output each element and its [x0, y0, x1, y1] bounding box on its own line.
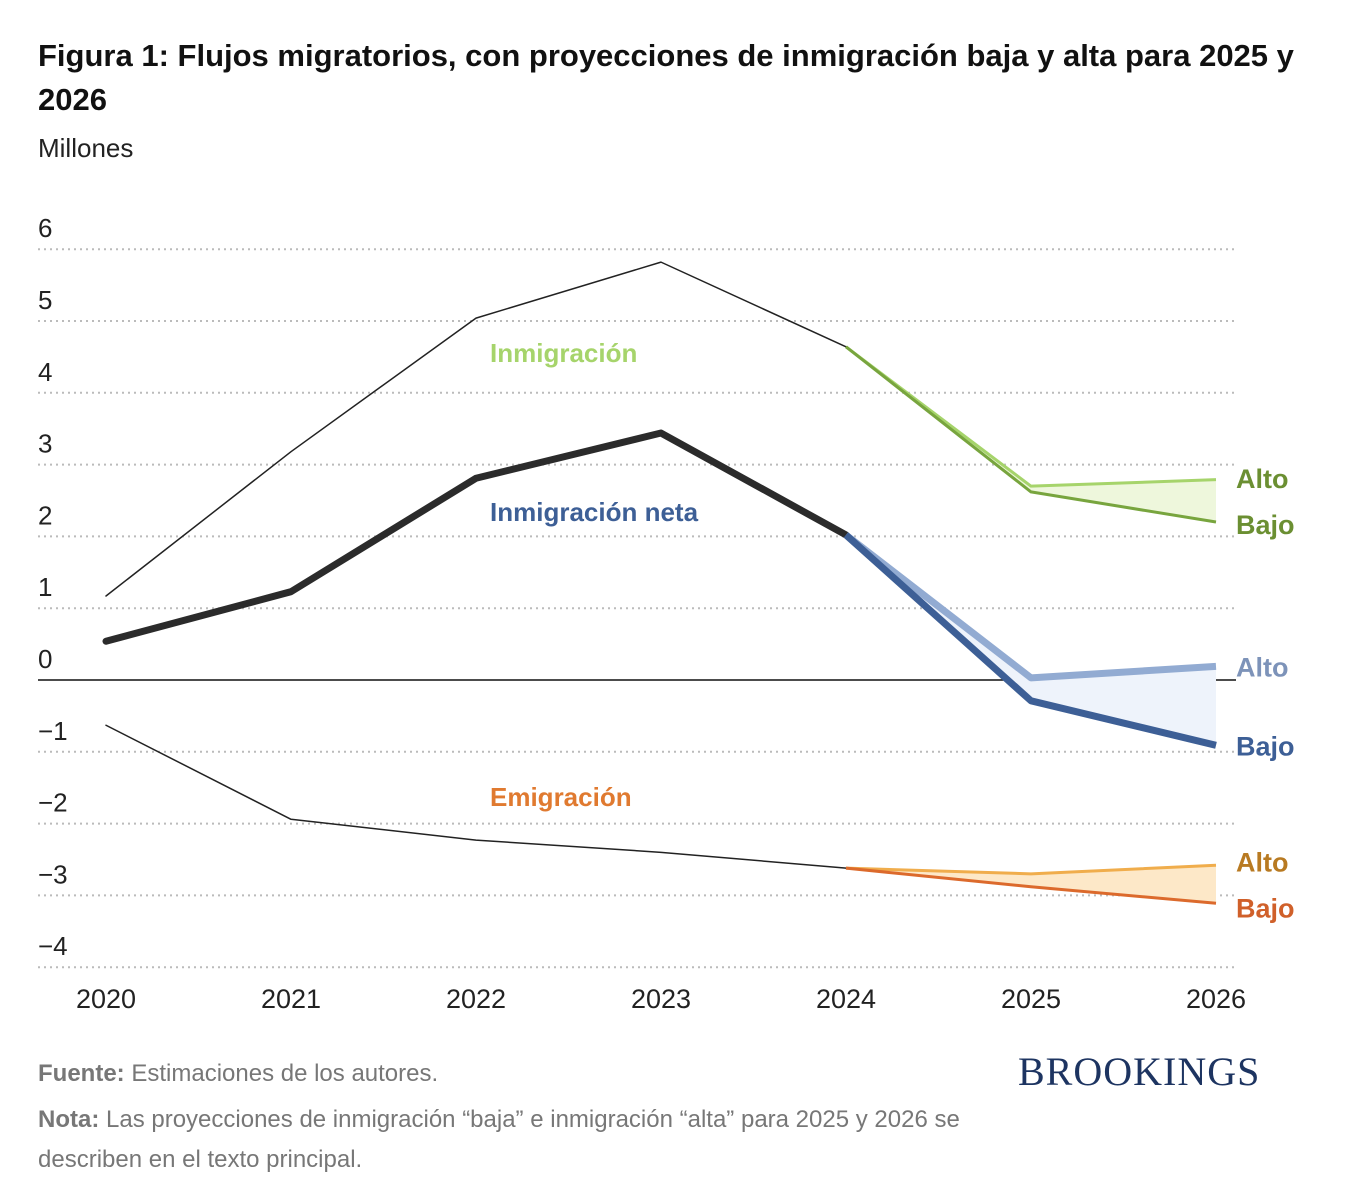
- projection-range-fill: [846, 534, 1216, 746]
- historical-line: [102, 429, 850, 645]
- x-tick-label: 2021: [261, 984, 321, 1014]
- x-tick-label: 2025: [1001, 984, 1061, 1014]
- note-label: Nota:: [38, 1106, 100, 1133]
- source-note: Fuente: Estimaciones de los autores.: [38, 1054, 438, 1094]
- source-label: Fuente:: [38, 1060, 125, 1087]
- bajo-projection-line: [845, 345, 1217, 524]
- y-tick-label: 1: [38, 572, 52, 602]
- series-label: Emigración: [490, 782, 632, 812]
- note: Nota: Las proyecciones de inmigración “b…: [38, 1100, 1008, 1180]
- y-tick-label: 3: [38, 429, 52, 459]
- note-text: Las proyecciones de inmigración “baja” e…: [38, 1106, 960, 1173]
- bajo-label: Bajo: [1236, 510, 1295, 540]
- x-tick-label: 2023: [631, 984, 691, 1014]
- x-tick-label: 2026: [1186, 984, 1246, 1014]
- y-tick-label: 5: [38, 285, 52, 315]
- alto-label: Alto: [1236, 464, 1288, 494]
- historical-line: [105, 261, 847, 597]
- bajo-projection-line: [843, 532, 1217, 749]
- bajo-label: Bajo: [1236, 731, 1295, 761]
- alto-label: Alto: [1236, 652, 1288, 682]
- y-tick-label: 0: [38, 644, 52, 674]
- bajo-projection-line: [845, 866, 1217, 905]
- series-label: Inmigración: [490, 338, 637, 368]
- y-tick-label: −4: [38, 931, 68, 961]
- y-tick-label: −3: [38, 859, 68, 889]
- series-label: Inmigración neta: [490, 497, 699, 527]
- chart-title: Figura 1: Flujos migratorios, con proyec…: [38, 38, 1294, 117]
- alto-projection-line: [845, 863, 1217, 876]
- alto-projection-line: [843, 532, 1217, 682]
- alto-label: Alto: [1236, 847, 1288, 877]
- y-tick-label: −2: [38, 788, 68, 818]
- x-tick-label: 2020: [76, 984, 136, 1014]
- source-text: Estimaciones de los autores.: [124, 1060, 439, 1087]
- y-tick-label: 6: [38, 213, 52, 243]
- x-tick-label: 2024: [816, 984, 876, 1014]
- alto-projection-line: [845, 345, 1217, 488]
- historical-line: [105, 724, 847, 869]
- y-tick-label: −1: [38, 716, 68, 746]
- y-tick-label: 2: [38, 500, 52, 530]
- x-tick-label: 2022: [446, 984, 506, 1014]
- y-unit-label: Millones: [38, 133, 134, 163]
- brookings-logo: BROOKINGS: [1018, 1049, 1261, 1094]
- y-tick-label: 4: [38, 357, 52, 387]
- bajo-label: Bajo: [1236, 893, 1295, 923]
- projection-range-fill: [846, 346, 1216, 523]
